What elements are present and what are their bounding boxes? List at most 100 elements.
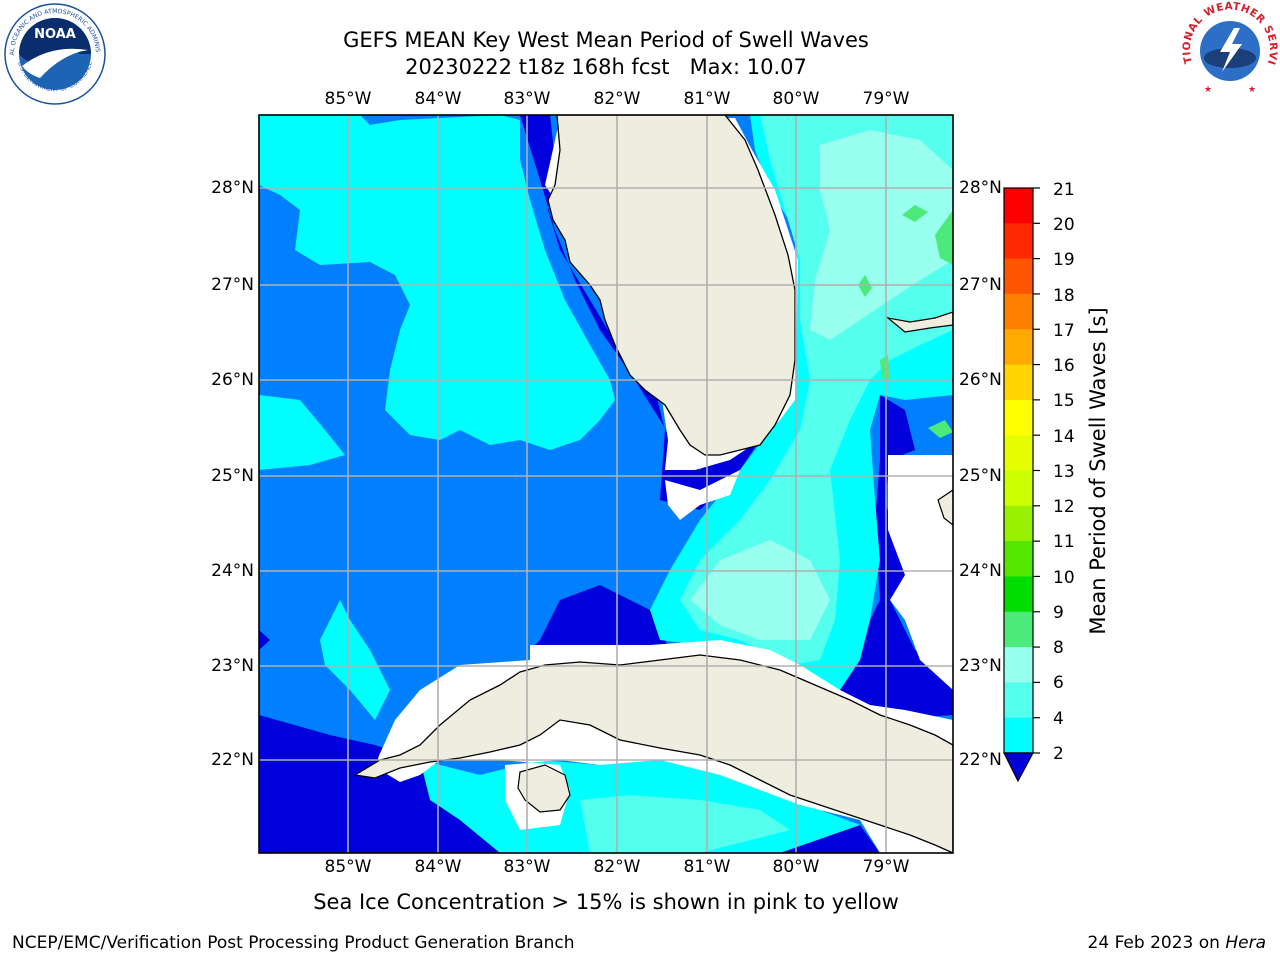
land-bahamas-grand (885, 311, 953, 333)
noaa-logo-text: NOAA (34, 27, 76, 42)
contour-9to10-spot-4 (928, 420, 953, 438)
chart-subtitle: 20230222 t18z 168h fcst Max: 10.07 (405, 55, 807, 79)
colorbar-band (1004, 647, 1033, 683)
contour-4to6-south (320, 600, 390, 720)
colorbar-label-6: 6 (1053, 673, 1064, 693)
colorbar-band (1004, 682, 1033, 719)
contour-9to10-spot-5 (880, 355, 890, 380)
contour-lt2-north (520, 115, 760, 510)
lat-right-22n: 22°N (959, 750, 1002, 770)
lon-top-85w: 85°W (324, 89, 372, 109)
lat-right-25n: 25°N (959, 466, 1002, 486)
lon-top-84w: 84°W (414, 89, 462, 109)
land-bahamas-andros (937, 489, 953, 526)
colorbar-label-12: 12 (1053, 497, 1075, 517)
colorbar-band (1004, 188, 1033, 224)
lat-left-25n: 25°N (211, 466, 254, 486)
footer-credit: NCEP/EMC/Verification Post Processing Pr… (12, 933, 575, 953)
lat-left-28n: 28°N (211, 178, 254, 198)
lon-top-81w: 81°W (683, 89, 731, 109)
colorbar-band (1004, 435, 1033, 472)
sea-ice-footnote: Sea Ice Concentration > 15% is shown in … (313, 890, 899, 914)
nws-logo: NATIONAL WEATHER SERVICE ★ ★ (1178, 0, 1279, 99)
colorbar-label-14: 14 (1053, 427, 1075, 447)
colorbar-band (1004, 541, 1033, 578)
contour-lt2-west-edge (259, 630, 270, 650)
colorbar-label-20: 20 (1053, 215, 1075, 235)
lat-left-23n: 23°N (211, 656, 254, 676)
colorbar-ticks (1033, 187, 1040, 754)
lat-left-22n: 22°N (211, 750, 254, 770)
footer-host: Hera (1225, 933, 1266, 953)
colorbar-band (1004, 293, 1033, 330)
colorbar-band (1004, 258, 1033, 295)
contour-9to10-spot-3 (858, 275, 872, 297)
lat-right-23n: 23°N (959, 656, 1002, 676)
lat-right-27n: 27°N (959, 275, 1002, 295)
lon-bottom-85w: 85°W (324, 857, 372, 877)
no-data-atlantic-east (888, 455, 953, 690)
lat-left-26n: 26°N (211, 370, 254, 390)
colorbar-title: Mean Period of Swell Waves [s] (1086, 307, 1110, 635)
colorbar-label-19: 19 (1053, 250, 1075, 270)
contour-4to6-west (259, 395, 345, 470)
lon-bottom-79w: 79°W (862, 857, 910, 877)
contour-8to9-strait (690, 540, 830, 640)
lon-bottom-80w: 80°W (772, 857, 820, 877)
colorbar-band (1004, 470, 1033, 507)
lon-bottom-84w: 84°W (414, 857, 462, 877)
colorbar-label-9: 9 (1053, 603, 1064, 623)
contour-lt2-strait (530, 585, 670, 650)
colorbar-label-11: 11 (1053, 532, 1075, 552)
colorbar-band (1004, 505, 1033, 542)
lat-right-28n: 28°N (959, 178, 1002, 198)
colorbar-band (1004, 576, 1033, 613)
colorbar-band (1004, 611, 1033, 648)
lat-left-24n: 24°N (211, 561, 254, 581)
nws-star-icon: ★ (1204, 85, 1212, 95)
colorbar-label-17: 17 (1053, 321, 1075, 341)
colorbar-label-4: 4 (1053, 709, 1064, 729)
colorbar-band (1004, 364, 1033, 401)
colorbar-label-8: 8 (1053, 638, 1064, 658)
map-frame (258, 114, 954, 854)
footer-date: 24 Feb 2023 on Hera (1088, 933, 1266, 953)
footer-date-text: 24 Feb 2023 on (1087, 933, 1226, 953)
lon-top-79w: 79°W (862, 89, 910, 109)
lon-top-83w: 83°W (503, 89, 551, 109)
colorbar (1004, 188, 1033, 754)
no-data-florida-keys (665, 470, 740, 520)
colorbar-band (1004, 329, 1033, 366)
colorbar-label-18: 18 (1053, 286, 1075, 306)
contour-lt2-east (840, 395, 953, 720)
colorbar-band (1004, 399, 1033, 436)
lat-left-27n: 27°N (211, 275, 254, 295)
lon-bottom-82w: 82°W (593, 857, 641, 877)
colorbar-label-21: 21 (1053, 180, 1075, 200)
contour-9to10-spot-1 (902, 205, 928, 222)
chart-title: GEFS MEAN Key West Mean Period of Swell … (343, 28, 869, 52)
lat-right-26n: 26°N (959, 370, 1002, 390)
contour-8to9-north (810, 130, 953, 340)
lon-top-80w: 80°W (772, 89, 820, 109)
lat-right-24n: 24°N (959, 561, 1002, 581)
land-cuba (353, 654, 953, 853)
noaa-logo: NATIONAL OCEANIC AND ATMOSPHERIC ADMINIS… (0, 0, 106, 105)
lon-top-82w: 82°W (593, 89, 641, 109)
colorbar-label-2: 2 (1053, 744, 1064, 764)
contour-6to8-cuba-south (580, 795, 790, 853)
contour-9to10-spot-2 (935, 210, 953, 265)
graticule (259, 115, 953, 853)
colorbar-label-16: 16 (1053, 356, 1075, 376)
colorbar-band (1004, 717, 1033, 754)
map-panel (259, 115, 953, 853)
nws-star-icon-right: ★ (1248, 85, 1256, 95)
lon-bottom-81w: 81°W (683, 857, 731, 877)
colorbar-label-13: 13 (1053, 462, 1075, 482)
colorbar-band (1004, 223, 1033, 260)
land-isle-of-youth (517, 764, 571, 813)
colorbar-label-10: 10 (1053, 568, 1075, 588)
colorbar-label-15: 15 (1053, 391, 1075, 411)
lon-bottom-83w: 83°W (503, 857, 551, 877)
